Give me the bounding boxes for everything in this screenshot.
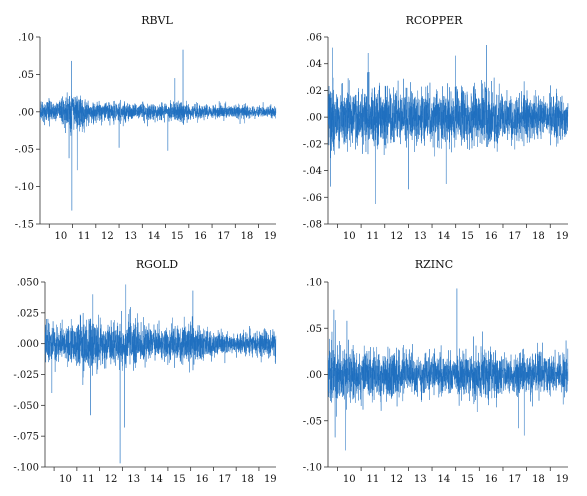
y-tick-label: .00 — [306, 370, 322, 381]
series-line-rbvl — [39, 49, 277, 211]
x-tick-label: 12 — [390, 474, 403, 485]
x-tick-label: 12 — [105, 474, 118, 485]
x-tick-label: 11 — [82, 474, 95, 485]
x-tick-label: 14 — [437, 231, 450, 242]
x-tick-label: 15 — [461, 231, 474, 242]
x-tick-label: 17 — [508, 231, 521, 242]
x-tick-label: 18 — [241, 474, 254, 485]
x-tick-label: 14 — [437, 474, 450, 485]
y-tick-label: -.06 — [303, 193, 322, 204]
y-tick-label: .050 — [17, 278, 39, 289]
y-tick-label: -.10 — [15, 182, 34, 193]
x-tick-label: 19 — [556, 231, 569, 242]
x-tick-label: 13 — [127, 474, 140, 485]
x-tick-label: 17 — [218, 474, 231, 485]
x-tick-label: 16 — [485, 231, 498, 242]
x-tick-label: 10 — [343, 474, 356, 485]
y-tick-label: .10 — [306, 278, 322, 289]
y-tick-label: .000 — [17, 339, 39, 350]
panel-title-rgold: RGOLD — [136, 258, 178, 271]
x-tick-label: 11 — [78, 231, 91, 242]
y-tick-label: .025 — [17, 308, 39, 319]
panel-title-rzinc: RZINC — [415, 258, 453, 271]
x-tick-label: 13 — [414, 474, 427, 485]
x-tick-label: 16 — [194, 231, 207, 242]
x-tick-label: 17 — [217, 231, 230, 242]
series-line-rgold — [44, 284, 277, 464]
y-tick-label: .05 — [306, 324, 322, 335]
panel-title-rbvl: RBVL — [141, 14, 173, 27]
x-tick-label: 10 — [343, 231, 356, 242]
x-tick-label: 11 — [367, 231, 380, 242]
x-tick-label: 19 — [264, 231, 277, 242]
x-tick-label: 15 — [461, 474, 474, 485]
y-tick-label: -.050 — [13, 401, 39, 412]
x-tick-label: 16 — [196, 474, 209, 485]
panel-title-rcopper: RCOPPER — [406, 14, 464, 27]
y-tick-label: -.05 — [303, 416, 322, 427]
y-tick-label: -.08 — [303, 220, 322, 231]
panel-rgold: RGOLD .050 .025 .000 -.025 -.050 -.075 -.100 10… — [13, 258, 276, 485]
y-tick-label: .02 — [306, 86, 322, 97]
y-tick-label: .06 — [306, 33, 322, 44]
x-tick-label: 13 — [414, 231, 427, 242]
x-tick-label: 18 — [532, 231, 545, 242]
x-tick-label: 14 — [148, 231, 161, 242]
y-tick-label: .00 — [306, 113, 322, 124]
x-tick-label: 14 — [150, 474, 163, 485]
panel-rcopper: RCOPPER .06 .04 .02 .00 -.02 -.04 -.06 -.08 10 11… — [303, 14, 569, 242]
y-tick-label: -.100 — [13, 463, 39, 474]
x-tick-label: 12 — [101, 231, 114, 242]
x-tick-label: 10 — [59, 474, 72, 485]
y-tick-label: -.04 — [303, 166, 322, 177]
y-tick-label: -.05 — [15, 145, 34, 156]
y-tick-label: .10 — [18, 33, 34, 44]
y-tick-label: -.10 — [303, 463, 322, 474]
y-tick-label: .00 — [18, 107, 34, 118]
x-tick-label: 16 — [485, 474, 498, 485]
x-tick-label: 13 — [124, 231, 137, 242]
x-tick-label: 10 — [55, 231, 68, 242]
x-tick-label: 19 — [556, 474, 569, 485]
x-tick-label: 18 — [532, 474, 545, 485]
x-tick-label: 17 — [508, 474, 521, 485]
panel-rbvl: RBVL .10 .05 .00 -.05 -.10 -.15 10 11 12 13 14 15 16… — [15, 14, 277, 242]
x-tick-label: 11 — [367, 474, 380, 485]
x-tick-label: 15 — [173, 474, 186, 485]
panel-rzinc: RZINC .10 .05 .00 -.05 -.10 10 11 12 13 14 15 16 17 1… — [303, 258, 569, 485]
y-tick-label: -.15 — [15, 220, 34, 231]
series-line-rzinc — [327, 288, 569, 451]
y-tick-label: -.02 — [303, 139, 322, 150]
y-tick-label: -.075 — [13, 432, 39, 443]
y-tick-label: .04 — [306, 59, 322, 70]
x-tick-label: 15 — [171, 231, 184, 242]
x-tick-label: 18 — [241, 231, 254, 242]
x-tick-label: 19 — [264, 474, 277, 485]
x-tick-label: 12 — [390, 231, 403, 242]
series-line-rcopper — [327, 45, 569, 204]
y-tick-label: -.025 — [13, 370, 39, 381]
y-tick-label: .05 — [18, 70, 34, 81]
